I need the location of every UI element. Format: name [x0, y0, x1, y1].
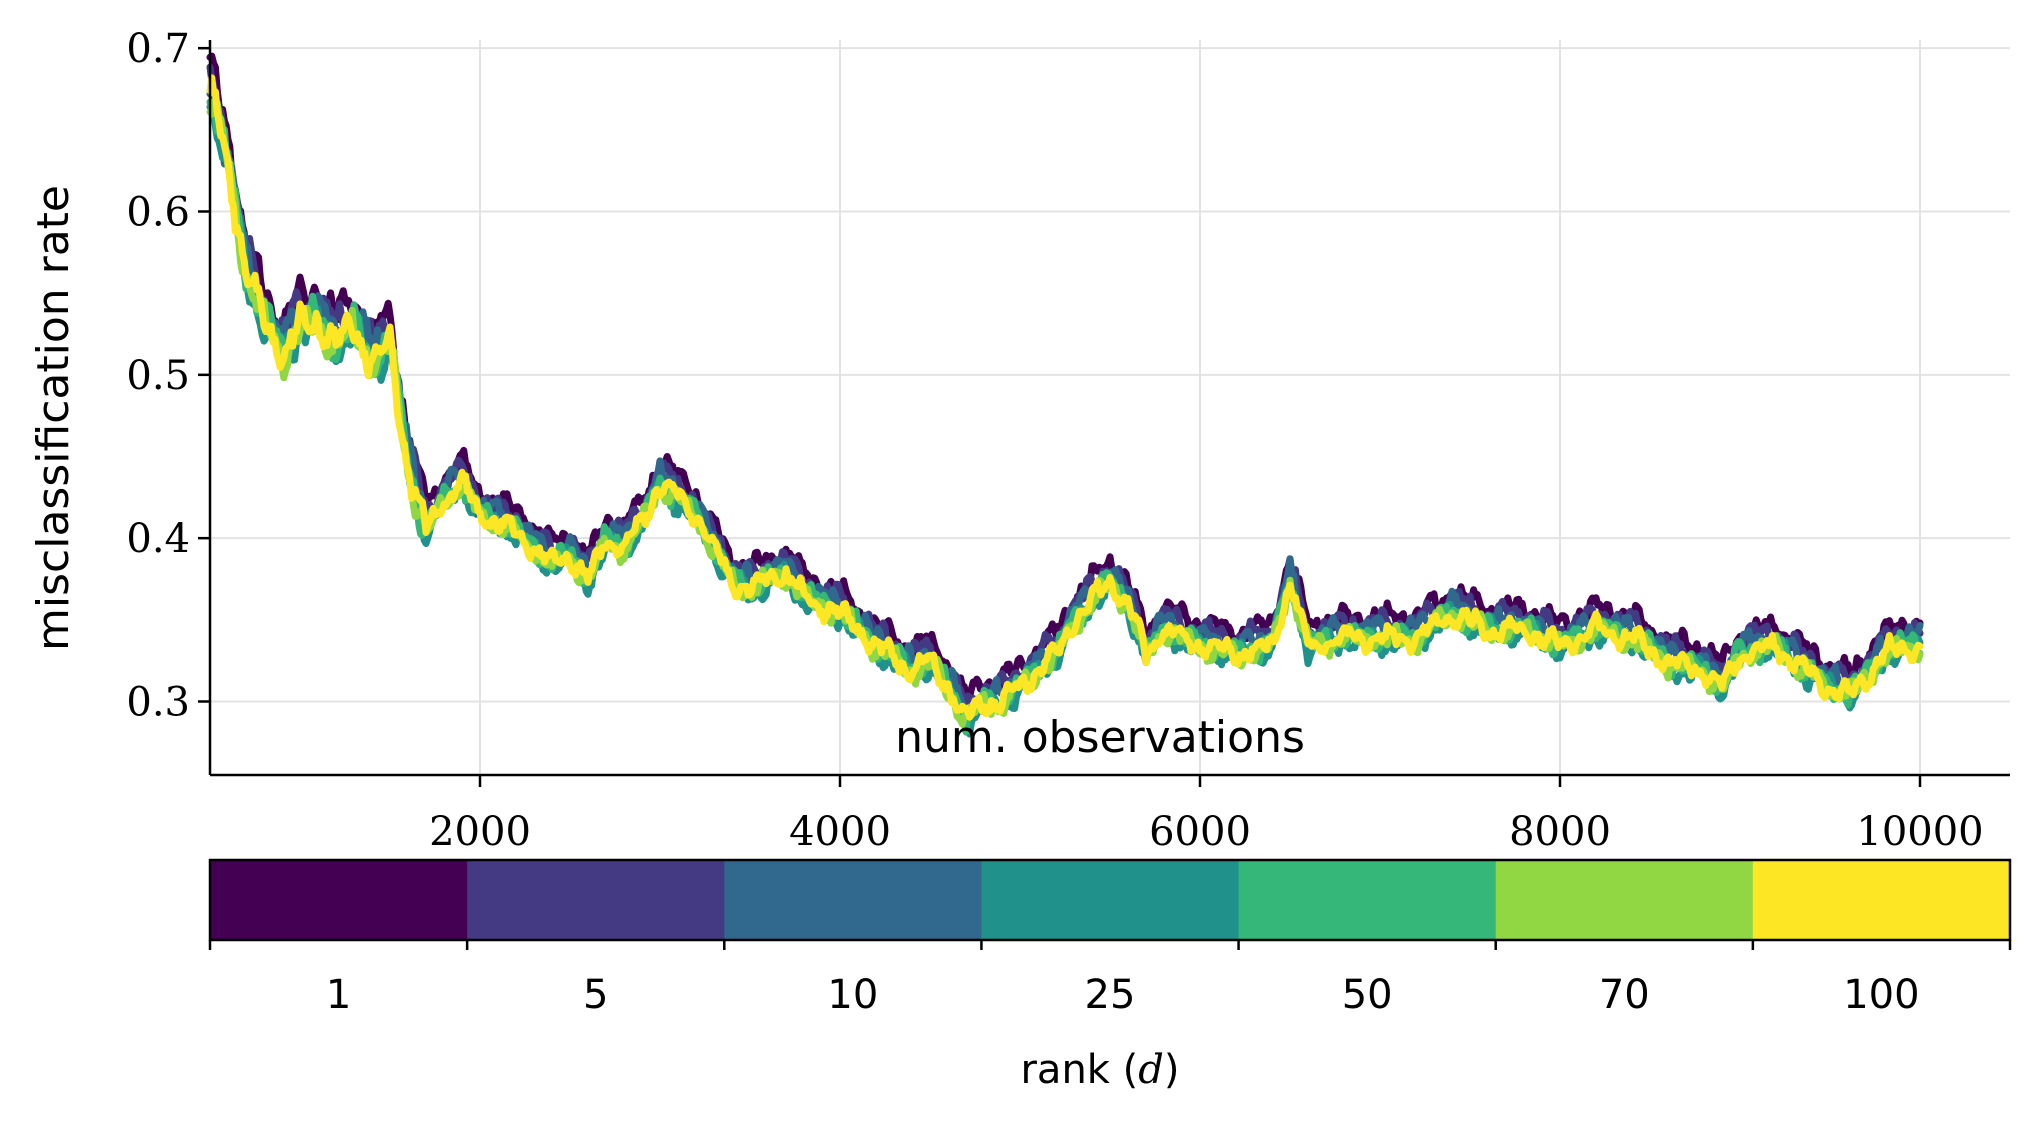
colorbar-tick-label: 10: [827, 972, 878, 1018]
x-tick-label: 8000: [1509, 809, 1611, 855]
series-group: [206, 52, 1924, 738]
x-tick-label: 10000: [1856, 809, 1983, 855]
colorbar-tick-label: 5: [583, 972, 608, 1018]
x-ticks: 2000 4000 6000 8000 10000: [429, 775, 1984, 855]
colorbar-swatch-5: [467, 860, 725, 940]
colorbar-tick-label: 25: [1085, 972, 1136, 1018]
colorbar-frame: [208, 858, 2012, 942]
x-tick-label: 4000: [789, 809, 891, 855]
colorbar-swatch-25: [981, 860, 1240, 940]
series-line-1: [206, 52, 1924, 701]
colorbar-label: rank (d): [1020, 1047, 1179, 1093]
y-ticks: 0.3 0.4 0.5 0.6 0.7: [126, 26, 210, 726]
colorbar-tick-label: 100: [1843, 972, 1919, 1018]
axes: [208, 40, 2010, 777]
colorbar-swatch-1: [210, 860, 468, 940]
y-tick-label: 0.4: [126, 516, 190, 562]
colorbar-swatch-100: [1752, 860, 2011, 940]
y-tick-label: 0.6: [126, 190, 190, 236]
y-tick-label: 0.7: [126, 26, 190, 72]
colorbar-swatch-70: [1495, 860, 1754, 940]
colorbar-swatch-50: [1238, 860, 1497, 940]
colorbar-ticks: 1 5 10 25 50 70 100: [208, 940, 2012, 1018]
colorbar-tick-label: 50: [1342, 972, 1393, 1018]
x-tick-label: 2000: [429, 809, 531, 855]
y-axis-label: misclassification rate: [28, 185, 79, 651]
colorbar-label-variable: d: [1138, 1047, 1164, 1093]
y-tick-label: 0.3: [126, 680, 190, 726]
y-tick-label: 0.5: [126, 353, 190, 399]
colorbar-tick-label: 70: [1599, 972, 1650, 1018]
x-tick-label: 6000: [1149, 809, 1251, 855]
x-axis-label: num. observations: [895, 712, 1305, 763]
plot-area: 0.3 0.4 0.5 0.6 0.7 2000 4000 6000 8000 10000: [126, 26, 2010, 855]
colorbar-label-text: rank (: [1020, 1047, 1138, 1093]
colorbar-label-close: ): [1164, 1047, 1180, 1093]
colorbar-tick-label: 1: [326, 972, 351, 1018]
series-line-10: [206, 85, 1924, 718]
colorbar: [208, 858, 2012, 942]
series-line-100: [206, 74, 1924, 721]
colorbar-swatch-10: [724, 860, 982, 940]
